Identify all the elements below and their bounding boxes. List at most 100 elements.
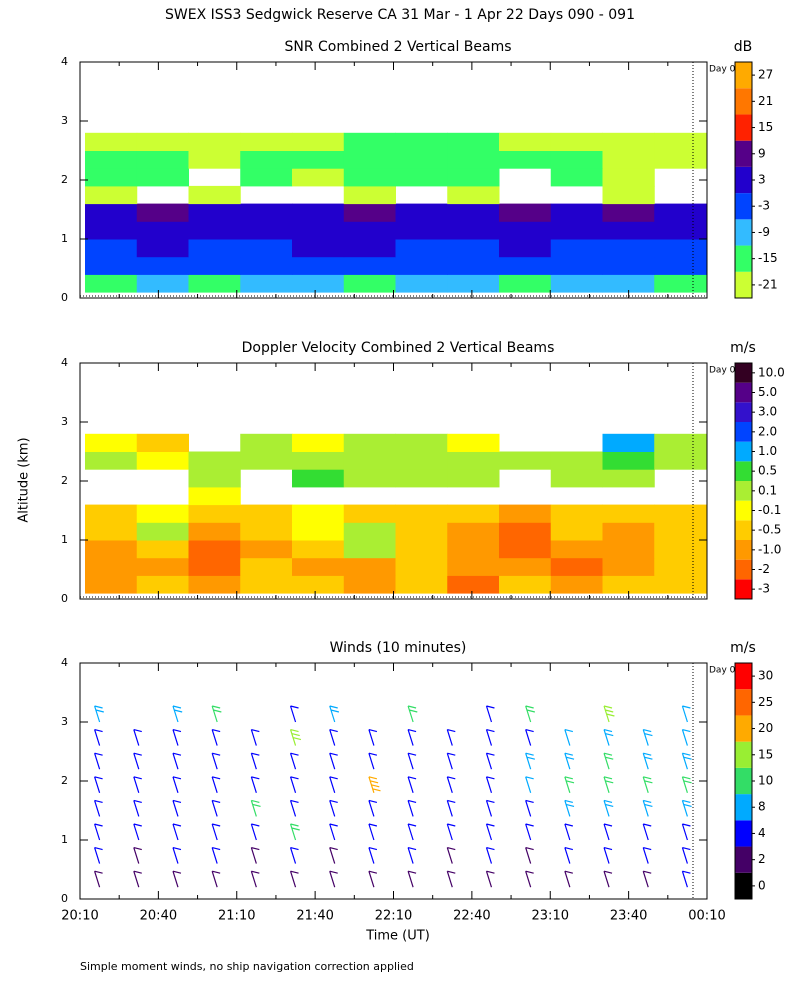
colorbar-swatch [735,62,752,89]
heatmap-cell [550,132,603,151]
wind-barb [485,752,495,770]
wind-barb [564,776,575,793]
wind-barb [289,752,299,770]
y-tick-label: 4 [61,55,68,68]
colorbar-label: -9 [758,225,770,239]
day-label: Day 0 [709,366,736,376]
wind-barb [250,823,260,841]
wind-barb [446,752,456,770]
wind-barb [642,870,652,888]
heatmap-cell [343,469,396,488]
wind-barb [564,729,573,746]
wind-barb [329,705,340,723]
heatmap-cell [550,256,603,275]
heatmap-cell [292,557,345,576]
colorbar-swatch [735,872,752,899]
y-axis-label: Altitude (km) [17,437,32,522]
heatmap-cell [343,433,396,452]
plot-area [85,433,707,594]
wind-barb [681,799,692,817]
heatmap-cell [654,433,707,452]
heatmap-cell [240,522,293,541]
heatmap-cell [85,185,138,205]
colorbar-label: 25 [758,695,773,709]
colorbar-label: 2 [758,852,766,866]
wind-barb [525,705,536,723]
heatmap-cell [343,540,396,559]
colorbar-swatch [735,481,752,501]
colorbar-label: -3 [758,582,770,596]
x-tick-label: 23:40 [610,909,647,924]
heatmap-cell [602,221,655,240]
wind-barb [603,870,613,888]
wind-barb [407,799,417,817]
colorbar-unit: dB [734,39,753,55]
footnote: Simple moment winds, no ship navigation … [80,960,414,973]
heatmap-cell [654,557,707,576]
heatmap-cell [292,504,345,523]
heatmap-cell [136,150,189,169]
colorbar-swatch [735,271,752,298]
heatmap-cell [240,433,293,452]
panel-title: SNR Combined 2 Vertical Beams [284,39,511,55]
heatmap-cell [602,256,655,275]
wind-barb [525,752,536,770]
heatmap-cell [188,522,241,541]
heatmap-cell [343,451,396,470]
heatmap-cell [240,132,293,151]
heatmap-cell [240,504,293,523]
heatmap-cell [343,274,396,293]
colorbar-unit: m/s [730,340,756,356]
heatmap-cell [240,557,293,576]
y-tick-label: 3 [61,715,68,728]
heatmap-cell [447,469,500,488]
colorbar-label: 2.0 [758,424,777,438]
heatmap-cell [447,522,500,541]
heatmap-cell [343,185,396,205]
wind-barb [446,776,456,793]
wind-barb [289,705,299,723]
wind-barb [133,776,142,793]
heatmap-cell [447,239,500,258]
heatmap-cell [447,575,500,594]
heatmap-cell [447,150,500,169]
wind-barb [564,847,573,864]
wind-barb [133,870,142,888]
heatmap-cell [188,486,241,506]
wind-barb [564,870,573,888]
heatmap-cell [395,433,448,452]
wind-barb [172,847,182,864]
colorbar-swatch [735,363,752,383]
heatmap-cell [292,540,345,559]
heatmap-cell [85,557,138,576]
heatmap-cell [395,522,448,541]
heatmap-cell [343,522,396,541]
wind-barb [289,870,299,888]
colorbar-label: 5.0 [758,385,777,399]
heatmap-cell [292,132,345,151]
wind-barb [329,752,338,770]
wind-barb [681,752,692,770]
colorbar-swatch [735,794,752,821]
wind-barb [407,729,417,746]
wind-barb [172,823,182,841]
wind-barb [94,729,103,746]
wind-barb [407,870,417,888]
wind-barb [368,823,378,841]
colorbar-swatch [735,663,752,690]
wind-barb [485,729,495,746]
heatmap-cell [447,540,500,559]
wind-barb [525,847,534,864]
heatmap-cell [85,150,138,169]
x-tick-label: 20:10 [61,909,98,924]
heatmap-cell [654,575,707,594]
colorbar-swatch [735,846,752,873]
heatmap-cell [550,575,603,594]
wind-barb [94,870,103,888]
wind-barb [485,870,495,888]
heatmap-cell [85,433,138,452]
heatmap-cell [292,150,345,169]
colorbar-label: 15 [758,747,773,761]
wind-barb [172,705,183,723]
heatmap-cell [292,221,345,240]
